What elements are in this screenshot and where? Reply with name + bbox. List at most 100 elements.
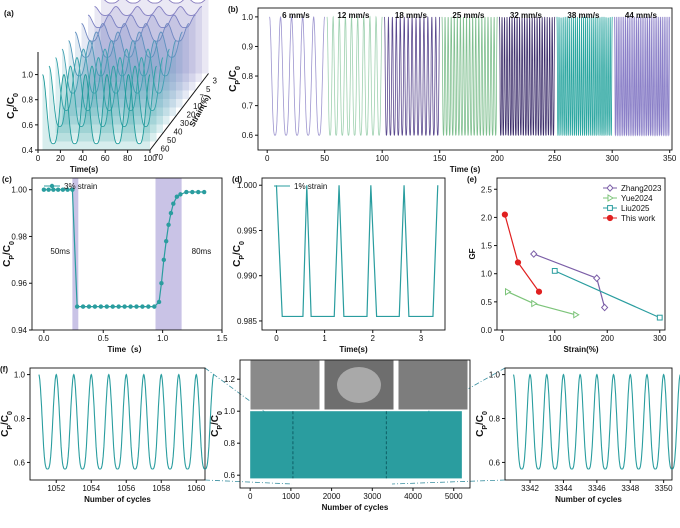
y-axis-label-part: C — [232, 260, 243, 267]
point — [70, 187, 75, 192]
x-tick-label: 100 — [143, 154, 157, 163]
x-tick-label: 150 — [433, 154, 447, 163]
x-axis-label: Time(s) — [70, 165, 99, 174]
point — [51, 187, 56, 192]
y-tick-label: 0.8 — [224, 439, 236, 448]
series-line — [499, 16, 556, 136]
y-axis-label-part: C — [475, 430, 486, 437]
legend-label: 3% strain — [64, 182, 97, 191]
cycle-band — [250, 411, 462, 479]
y-axis-label-part: 0 — [13, 93, 20, 97]
point — [530, 250, 538, 258]
y-axis-label: CP/C0 — [475, 411, 489, 437]
legend-label: This work — [621, 214, 656, 223]
x-tick-label: 350 — [663, 154, 677, 163]
x-tick-label: 1054 — [82, 484, 100, 493]
x-tick-label: 1052 — [47, 484, 65, 493]
y-tick-label: 0.6 — [489, 458, 501, 467]
point — [593, 274, 601, 283]
legend-label: Liu2025 — [621, 204, 650, 213]
z-tick-label: 70 — [154, 153, 163, 162]
point — [196, 189, 201, 195]
x-axis-label: Time（s） — [108, 344, 147, 354]
legend-marker — [606, 184, 614, 192]
z-tick-label: 50 — [167, 136, 176, 145]
series-area — [55, 57, 164, 133]
y-tick-label: 0.6 — [224, 471, 236, 480]
series-line — [87, 14, 196, 29]
y-tick-label: 0.0 — [481, 326, 493, 335]
x-axis-label: Strain(%) — [563, 345, 598, 354]
y-tick-label: 0.9 — [242, 42, 254, 51]
point — [501, 211, 508, 218]
y-tick-label: 0.8 — [489, 415, 501, 424]
x-tick-label: 3 — [419, 334, 424, 343]
y-tick-label: 0.990 — [237, 272, 258, 281]
series-line — [384, 16, 441, 136]
y-tick-label: 1.0 — [489, 371, 501, 380]
y-axis-label-part: P — [482, 425, 489, 430]
x-tick-label: 40 — [78, 154, 87, 163]
plot-frame — [29, 367, 206, 481]
y-tick-label: 0.6 — [22, 121, 34, 130]
point — [55, 187, 61, 192]
series-line — [614, 16, 671, 137]
series-line — [556, 16, 613, 137]
x-tick-label: 3342 — [521, 484, 539, 493]
x-tick-label: 0 — [248, 492, 253, 501]
point — [531, 299, 538, 308]
y-tick-label: 1.0 — [224, 407, 236, 416]
point — [168, 210, 174, 216]
x-tick-label: 1000 — [282, 492, 300, 501]
x-tick-label: 50 — [320, 154, 329, 163]
segment-label: 18 mm/s — [395, 11, 428, 20]
panel-label: (e) — [467, 175, 477, 184]
y-axis-label-part: /C — [2, 245, 13, 255]
series-line — [38, 373, 215, 470]
point — [122, 304, 127, 309]
y-axis-label-part: P — [13, 107, 20, 112]
y-axis-label: CP/C0 — [2, 241, 16, 267]
x-axis-label: Number of cycles — [555, 495, 622, 504]
x-axis-label: Time (s) — [450, 165, 481, 174]
series-line — [326, 15, 383, 136]
series-area — [48, 66, 157, 142]
y-axis-label-part: 0 — [482, 411, 489, 415]
legend-label: 1% strain — [294, 182, 327, 191]
series-line — [43, 189, 205, 308]
y-axis-label-part: /C — [0, 415, 11, 425]
y-tick-label: 2.5 — [481, 185, 493, 194]
y-tick-label: 0.7 — [242, 102, 254, 111]
segment-label: 38 mm/s — [567, 11, 600, 20]
series-line — [68, 40, 177, 77]
point — [65, 187, 70, 192]
y-tick-label: 1.0 — [14, 371, 26, 380]
point — [159, 281, 164, 286]
sem-insets — [249, 359, 469, 411]
panel-label: (b) — [228, 5, 239, 14]
x-tick-label: 3344 — [555, 484, 573, 493]
span-label: 80ms — [192, 247, 212, 256]
y-axis-label-part: /C — [6, 97, 17, 107]
series-line — [512, 373, 680, 470]
y-axis-label-part: 0 — [7, 411, 14, 415]
point — [163, 238, 169, 244]
segment-label: 6 mm/s — [282, 11, 310, 20]
series-line — [533, 253, 606, 308]
series-area — [61, 49, 170, 125]
y-axis-label-part: 0 — [217, 411, 224, 415]
z-axis — [149, 73, 209, 151]
segment-label: 44 mm/s — [625, 11, 658, 20]
y-tick-label: 1.0 — [22, 71, 34, 80]
legend-label: Yue2024 — [621, 194, 653, 203]
point — [86, 304, 92, 309]
legend-marker — [49, 183, 55, 189]
z-tick-label: 60 — [161, 145, 170, 154]
point — [535, 288, 543, 295]
x-tick-label: 1.0 — [157, 334, 169, 343]
y-tick-label: 0.995 — [237, 226, 258, 235]
x-tick-label: 1.5 — [216, 334, 228, 343]
point — [505, 287, 512, 296]
span-label: 50ms — [50, 247, 70, 256]
point — [140, 304, 145, 309]
